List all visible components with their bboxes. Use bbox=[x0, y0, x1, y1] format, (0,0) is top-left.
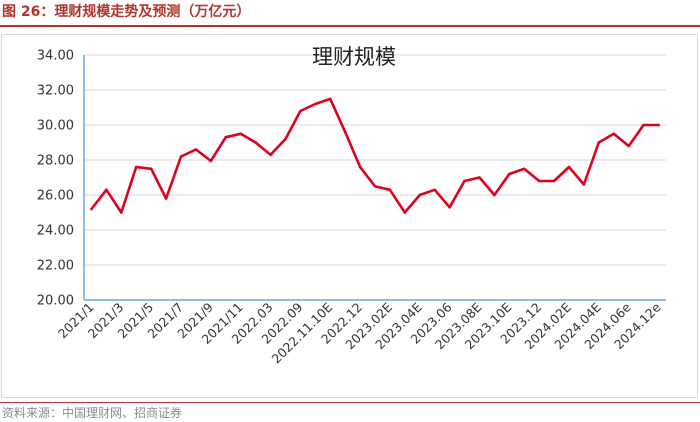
figure-title: 图 26：理财规模走势及预测（万亿元） bbox=[2, 4, 251, 20]
chart-frame bbox=[1, 34, 698, 398]
data-point bbox=[164, 197, 168, 200]
data-point bbox=[493, 193, 496, 197]
data-point bbox=[552, 179, 556, 183]
source-note: 资料来源：中国理财网、招商证券 bbox=[2, 406, 183, 420]
data-point bbox=[328, 97, 332, 101]
data-point bbox=[194, 148, 198, 151]
y-tick-label: 30.00 bbox=[37, 119, 74, 134]
y-tick-labels: 20.00 22.00 24.00 26.00 28.00 30.00 32.00 34.00 bbox=[37, 49, 74, 309]
data-point bbox=[299, 109, 302, 113]
data-point bbox=[358, 165, 362, 169]
data-point bbox=[134, 165, 138, 169]
data-point bbox=[149, 167, 153, 171]
line-chart: 20.00 22.00 24.00 26.00 28.00 30.00 32.00 34.00… bbox=[37, 45, 666, 366]
data-point bbox=[179, 155, 183, 158]
series-layer bbox=[90, 97, 660, 214]
data-point bbox=[373, 185, 377, 188]
y-tick-label: 24.00 bbox=[37, 224, 74, 239]
axes bbox=[83, 55, 666, 301]
data-point bbox=[224, 135, 228, 139]
data-point bbox=[463, 179, 466, 183]
data-point bbox=[508, 172, 511, 176]
data-point bbox=[254, 141, 257, 144]
y-tick-label: 34.00 bbox=[37, 49, 74, 64]
chart-title: 理财规模 bbox=[312, 45, 396, 69]
data-point bbox=[418, 193, 422, 197]
data-point bbox=[105, 188, 108, 192]
data-point bbox=[612, 132, 616, 136]
data-point bbox=[269, 153, 272, 157]
data-point bbox=[478, 176, 481, 179]
data-point bbox=[448, 206, 451, 209]
y-tick-label: 28.00 bbox=[37, 154, 74, 169]
data-point bbox=[239, 132, 242, 136]
data-point bbox=[597, 141, 601, 144]
data-point bbox=[657, 123, 660, 127]
data-point bbox=[314, 102, 317, 106]
title-divider bbox=[0, 25, 700, 27]
data-point bbox=[642, 123, 645, 127]
data-point bbox=[403, 211, 407, 214]
grid-lines bbox=[84, 54, 666, 266]
data-point bbox=[388, 188, 392, 192]
y-tick-label: 32.00 bbox=[37, 84, 74, 99]
data-point bbox=[627, 144, 630, 148]
data-point bbox=[209, 159, 213, 163]
data-point bbox=[567, 165, 571, 169]
x-tick-labels: 2021/12021/32021/52021/72021/92021/11202… bbox=[55, 299, 664, 366]
data-point bbox=[120, 211, 123, 214]
data-point bbox=[90, 207, 93, 211]
data-point bbox=[433, 188, 437, 192]
data-point bbox=[343, 130, 347, 134]
data-point bbox=[582, 183, 586, 186]
y-tick-label: 20.00 bbox=[37, 294, 74, 309]
y-tick-label: 22.00 bbox=[37, 259, 74, 274]
y-tick-label: 26.00 bbox=[37, 189, 74, 204]
footer-divider bbox=[0, 402, 700, 403]
data-point bbox=[522, 167, 526, 171]
data-point bbox=[284, 137, 287, 141]
data-point bbox=[537, 179, 541, 183]
